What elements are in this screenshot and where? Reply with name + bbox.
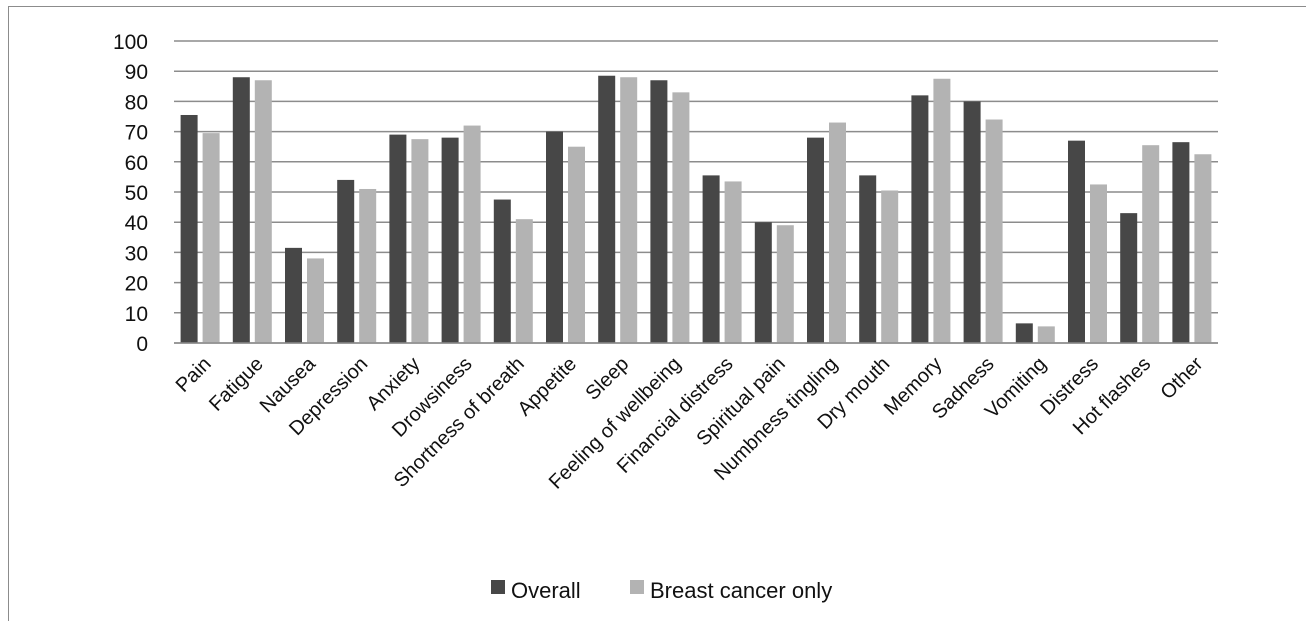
- bar-breast-cancer-only: [1194, 154, 1212, 343]
- bar-breast-cancer-only: [359, 188, 377, 343]
- bar-overall: [807, 137, 824, 343]
- bar-breast-cancer-only: [202, 133, 220, 343]
- y-tick-label: 50: [125, 182, 148, 205]
- x-axis: PainFatigueNauseaDepressionAnxietyDrowsi…: [172, 342, 1218, 494]
- bar-overall: [911, 95, 929, 343]
- bar-breast-cancer-only: [1090, 184, 1107, 343]
- x-tick-label: Other: [1157, 353, 1208, 404]
- y-tick-label: 90: [125, 61, 148, 84]
- y-tick-label: 80: [125, 91, 148, 114]
- bar-overall: [180, 114, 198, 344]
- y-tick-label: 30: [125, 242, 148, 265]
- bar-breast-cancer-only: [463, 125, 481, 343]
- legend-label-overall: Overall: [511, 578, 581, 603]
- y-tick-label: 20: [125, 273, 148, 296]
- bar-breast-cancer-only: [1142, 145, 1160, 343]
- bar-overall: [859, 175, 877, 343]
- bar-breast-cancer-only: [1037, 326, 1055, 343]
- y-tick-label: 70: [125, 122, 148, 145]
- y-tick-label: 40: [125, 212, 148, 235]
- bar-overall: [441, 137, 459, 343]
- bar-breast-cancer-only: [724, 181, 742, 343]
- x-tick-label: Fatigue: [205, 353, 268, 416]
- bar-overall: [1172, 142, 1190, 343]
- bar-breast-cancer-only: [829, 122, 846, 343]
- bar-overall: [702, 175, 720, 343]
- bar-breast-cancer-only: [620, 77, 638, 344]
- legend-swatch-overall: [491, 580, 505, 594]
- bars: [180, 75, 1212, 344]
- y-tick-label: 100: [113, 31, 148, 54]
- bar-breast-cancer-only: [985, 119, 1003, 344]
- gridlines: [174, 40, 1218, 344]
- legend-label-breast-cancer-only: Breast cancer only: [650, 578, 832, 603]
- bar-overall: [493, 199, 511, 343]
- bar-overall: [285, 247, 302, 343]
- chart-frame: [8, 6, 1306, 621]
- bar-overall: [1120, 213, 1138, 343]
- bar-breast-cancer-only: [515, 219, 533, 343]
- y-tick-label: 10: [125, 303, 148, 326]
- bar-overall: [1068, 140, 1085, 343]
- bar-overall: [389, 134, 407, 343]
- bar-overall: [754, 222, 772, 343]
- y-tick-label: 0: [136, 333, 148, 356]
- bar-overall: [546, 131, 563, 343]
- bar-breast-cancer-only: [411, 139, 429, 343]
- bar-breast-cancer-only: [776, 225, 794, 343]
- legend: Overall Breast cancer only: [491, 578, 832, 603]
- legend-swatch-breast-cancer-only: [630, 580, 644, 594]
- bar-overall: [650, 80, 668, 343]
- bar-breast-cancer-only: [307, 258, 324, 343]
- bar-breast-cancer-only: [254, 80, 272, 343]
- bar-overall: [337, 179, 355, 343]
- y-tick-label: 60: [125, 152, 148, 175]
- bar-breast-cancer-only: [933, 78, 951, 343]
- x-tick-label: Pain: [172, 353, 216, 397]
- bar-breast-cancer-only: [672, 92, 690, 343]
- y-axis: 0 10 20 30 40 50 60 70 80 90 100: [113, 31, 148, 356]
- bar-overall: [1015, 323, 1033, 343]
- bar-overall: [598, 75, 616, 343]
- bar-overall: [232, 77, 250, 344]
- bar-breast-cancer-only: [881, 190, 899, 343]
- bar-overall: [963, 101, 981, 344]
- x-tick-label: Appetite: [514, 353, 581, 420]
- bar-breast-cancer-only: [568, 146, 585, 343]
